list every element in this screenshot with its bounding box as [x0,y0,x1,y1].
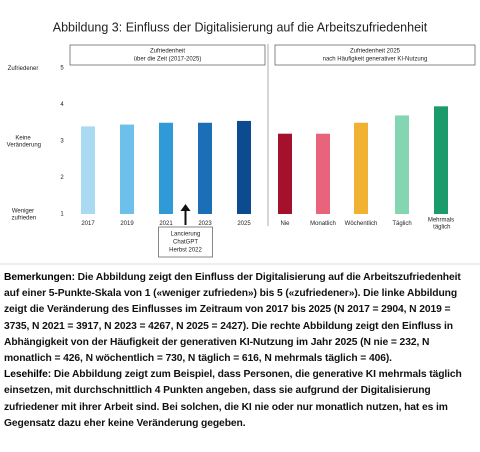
y-tick-label: 2 [60,175,64,181]
y-tick-label: 4 [60,102,64,108]
y-tick-label: 3 [60,139,64,145]
figure-title: Abbildung 3: Einfluss der Digitalisierun… [53,20,428,34]
reading-text: Die Abbildung zeigt zum Beispiel, dass P… [4,369,462,429]
panel-subtitle: nach Häufigkeit generativer KI-Nutzung [323,57,428,63]
y-label: Zufriedener [8,66,39,72]
annotation-text: Herbst 2022 [169,248,202,254]
bar [198,122,212,214]
panel-header [274,44,476,66]
x-tick-label: Monatlich [310,221,336,227]
x-tick-label: 2019 [120,221,134,227]
x-tick-label: Wöchentlich [345,221,378,227]
panel-header [69,44,266,66]
annotation-text: ChatGPT [173,240,198,246]
bar [316,133,330,214]
bar [395,115,409,214]
notes-paragraph: Bemerkungen: Die Abbildung zeigt den Ein… [4,270,476,367]
x-tick-label: 2023 [198,221,212,227]
panel-subtitle: über die Zeit (2017-2025) [134,57,202,63]
bar [434,106,448,214]
annotation-box [158,226,213,258]
y-tick-label: 1 [60,212,64,218]
chart: Abbildung 3: Einfluss der Digitalisierun… [0,20,480,265]
annotation-text: Lancierung [171,232,201,238]
x-tick-label: 2025 [237,221,251,227]
bar [81,126,95,214]
bar [120,124,134,214]
y-label: Keine Veränderung [5,135,41,148]
x-tick-label: 2021 [159,221,173,227]
reading-paragraph: Lesehilfe: Die Abbildung zeigt zum Beisp… [4,367,476,432]
notes: Bemerkungen: Die Abbildung zeigt den Ein… [4,270,476,432]
bar [237,120,251,214]
notes-text: Die Abbildung zeigt den Einfluss der Dig… [4,272,461,365]
notes-label: Bemerkungen: [4,272,75,283]
reading-label: Lesehilfe: [4,369,52,381]
annotation-arrowhead [180,204,191,211]
x-tick-label: Täglich [392,221,411,227]
y-label: Weniger zufrieden [10,208,36,221]
bar [159,122,173,214]
y-tick-label: 5 [60,66,64,72]
x-tick-label: Nie [280,221,290,227]
x-tick-label: 2017 [81,221,95,227]
x-tick-label: Mehrmals täglich [428,217,454,230]
bar [278,133,292,214]
panel-title: Zufriedenheit [150,49,185,55]
bar [354,122,368,214]
panel-title: Zufriedenheit 2025 [350,49,401,55]
